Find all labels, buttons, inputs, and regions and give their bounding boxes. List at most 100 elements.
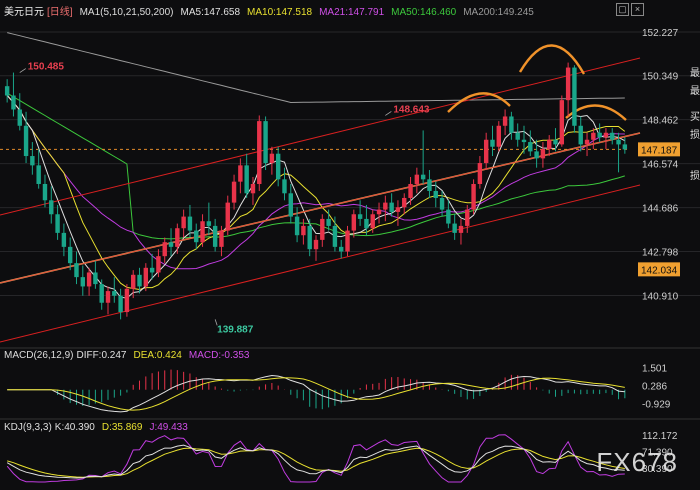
kdj-tick-label: 112.172 <box>642 431 678 442</box>
trend-channels <box>0 44 641 343</box>
ma50-line <box>6 92 625 240</box>
candle-down <box>439 197 445 210</box>
candle-up <box>105 291 111 303</box>
candle-up <box>483 139 489 164</box>
moving-average-lines <box>6 32 626 299</box>
macd-params: MACD(26,12,9) <box>4 350 74 361</box>
candle-up <box>269 153 275 164</box>
ma200-value: MA200:149.245 <box>463 7 534 18</box>
candle-down <box>515 132 520 140</box>
annotation-leader <box>19 68 26 73</box>
candle-up <box>351 214 357 231</box>
ma10-line <box>6 95 626 291</box>
symbol-label: 美元日元 <box>4 7 44 18</box>
channel-lower <box>0 184 641 343</box>
candle-up <box>414 174 420 184</box>
candle-up <box>591 132 596 140</box>
candle-down <box>206 221 212 226</box>
candle-down <box>23 125 29 157</box>
candle-up <box>402 197 407 208</box>
candle-down <box>452 223 457 233</box>
kdj-j-line <box>6 434 625 483</box>
candle-up <box>477 163 483 184</box>
y-tick-label: 152.227 <box>642 28 679 39</box>
candle-up <box>370 214 375 229</box>
candle-up <box>86 272 92 287</box>
candle-up <box>131 274 136 289</box>
kdj-d: D:35.869 <box>101 422 143 433</box>
candle-down <box>610 132 615 140</box>
candle-up <box>584 139 590 145</box>
candle-down <box>212 225 218 247</box>
candle-down <box>61 232 67 247</box>
candle-up <box>257 121 262 184</box>
candle-down <box>433 190 438 198</box>
annotation-leader <box>214 319 218 326</box>
candle-down <box>326 218 331 226</box>
candle-up <box>547 139 552 150</box>
y-tick-label: 140.910 <box>642 292 679 303</box>
candle-down <box>30 156 35 166</box>
side-label-5: 损 <box>690 171 700 182</box>
ma200-line <box>7 32 625 104</box>
candle-down <box>364 218 369 229</box>
ma50-value: MA50:146.460 <box>391 7 457 18</box>
candlesticks <box>4 62 628 320</box>
candle-down <box>263 121 268 164</box>
left-shoulder-arc <box>447 92 511 113</box>
candle-up <box>156 256 161 273</box>
candle-up <box>376 209 382 215</box>
candle-down <box>528 142 533 152</box>
side-label-3: 买 <box>690 112 700 123</box>
candle-down <box>74 263 79 278</box>
candle-down <box>275 153 281 180</box>
kdj-tick-label: 71.390 <box>642 447 673 458</box>
period-label[interactable]: [日线] <box>47 7 73 18</box>
candle-down <box>112 291 117 296</box>
price-axis: 152.227 150.349 148.462 146.574 144.686 142.7… <box>638 28 680 303</box>
macd-diff-line <box>7 374 625 413</box>
candle-down <box>194 230 199 243</box>
candle-down <box>149 267 155 273</box>
macd-dea: DEA:0.424 <box>133 350 182 361</box>
marker-price-label: 142.034 <box>641 265 678 276</box>
candle-down <box>616 139 621 145</box>
channel-upper <box>0 57 641 216</box>
candle-down <box>490 139 495 147</box>
current-price-box <box>638 142 680 157</box>
candle-up <box>496 125 501 147</box>
ma-params: MA1(5,10,21,50,200) <box>79 7 174 18</box>
candle-down <box>389 202 394 212</box>
candle-up <box>383 202 388 210</box>
candle-down <box>137 274 142 287</box>
side-label-4: 损 <box>690 130 700 141</box>
candle-down <box>521 139 527 143</box>
candle-up <box>313 239 319 250</box>
candle-up <box>231 181 237 203</box>
candle-down <box>427 179 432 191</box>
ma21-value: MA21:147.791 <box>319 7 385 18</box>
macd-dea-line <box>7 377 625 411</box>
candle-up <box>250 183 256 194</box>
y-tick-label: 150.349 <box>642 72 679 83</box>
candle-up <box>502 116 508 126</box>
candle-down <box>80 277 85 287</box>
current-price-label: 147.187 <box>641 145 678 156</box>
side-label-2: 最 <box>690 86 700 97</box>
candle-up <box>559 100 565 145</box>
candle-down <box>446 209 451 224</box>
ma10-value: MA10:147.518 <box>247 7 313 18</box>
watermark-logo: FX678 <box>596 447 678 477</box>
candle-up <box>175 228 180 247</box>
restore-icon[interactable]: ▢ <box>616 3 629 16</box>
trend-line-inner <box>0 132 641 284</box>
macd-panel: 1.501 0.286 -0.929 <box>7 363 671 413</box>
candle-down <box>67 246 73 264</box>
candle-down <box>307 225 312 250</box>
candle-down <box>420 174 426 180</box>
close-icon[interactable]: × <box>631 3 644 16</box>
kdj-j: J:49.433 <box>149 422 188 433</box>
candle-down <box>49 200 54 215</box>
